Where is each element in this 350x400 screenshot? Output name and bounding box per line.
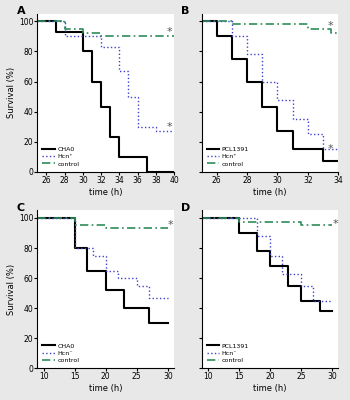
Text: *: * bbox=[328, 21, 334, 31]
Legend: PCL1391, Hcn⁻, control: PCL1391, Hcn⁻, control bbox=[205, 341, 251, 365]
Legend: PCL1391, Hcn⁺, control: PCL1391, Hcn⁺, control bbox=[205, 145, 251, 168]
Text: *: * bbox=[328, 144, 334, 154]
Text: B: B bbox=[181, 6, 189, 16]
Text: C: C bbox=[17, 202, 25, 212]
Text: *: * bbox=[167, 27, 172, 37]
Text: *: * bbox=[168, 220, 174, 230]
X-axis label: time (h): time (h) bbox=[89, 188, 122, 196]
Legend: CHA0, Hcn⁻, control: CHA0, Hcn⁻, control bbox=[41, 341, 81, 365]
Text: *: * bbox=[332, 219, 338, 229]
X-axis label: time (h): time (h) bbox=[253, 384, 287, 393]
Text: *: * bbox=[167, 122, 172, 132]
Y-axis label: Survival (%): Survival (%) bbox=[7, 264, 16, 315]
X-axis label: time (h): time (h) bbox=[253, 188, 287, 196]
Legend: CHA0, Hcn⁺, control: CHA0, Hcn⁺, control bbox=[41, 145, 81, 168]
Text: D: D bbox=[181, 202, 190, 212]
Y-axis label: Survival (%): Survival (%) bbox=[7, 67, 16, 118]
Text: A: A bbox=[17, 6, 26, 16]
X-axis label: time (h): time (h) bbox=[89, 384, 122, 393]
